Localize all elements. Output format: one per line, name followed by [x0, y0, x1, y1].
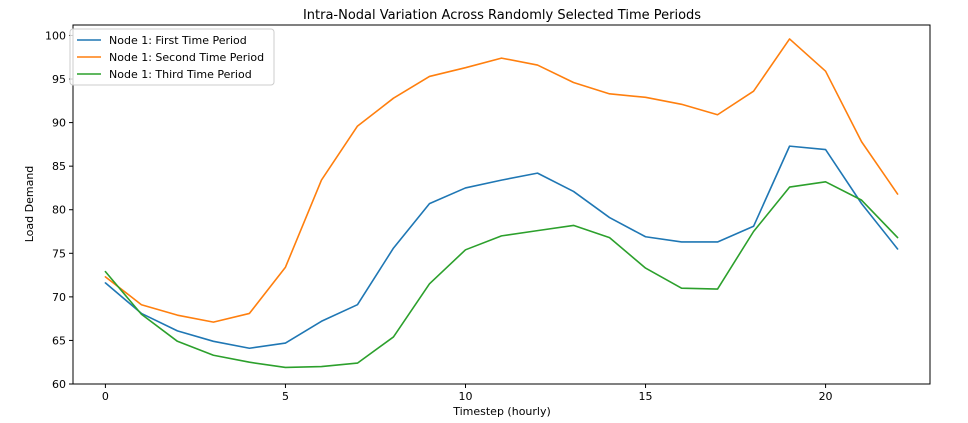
x-axis: 0 5 10 15 20 — [102, 384, 833, 403]
legend-label-1: Node 1: First Time Period — [109, 34, 247, 47]
series-line-1 — [104, 145, 899, 350]
legend-label-3: Node 1: Third Time Period — [109, 68, 252, 81]
x-tick-label: 10 — [458, 390, 472, 403]
y-tick-label: 95 — [52, 73, 66, 86]
x-tick-label: 15 — [639, 390, 653, 403]
plot-frame — [72, 24, 931, 385]
y-tick-label: 65 — [52, 334, 66, 347]
series-line-3 — [104, 181, 899, 369]
y-tick-label: 60 — [52, 378, 66, 391]
series-layer — [104, 38, 899, 369]
legend-items: Node 1: First Time Period Node 1: Second … — [77, 34, 264, 81]
series-line-2 — [104, 38, 899, 323]
y-axis-label: Load Demand — [23, 166, 36, 243]
x-axis-label: Timestep (hourly) — [452, 405, 551, 418]
y-tick-label: 80 — [52, 204, 66, 217]
y-tick-label: 75 — [52, 247, 66, 260]
x-tick-label: 0 — [102, 390, 109, 403]
x-tick-label: 5 — [282, 390, 289, 403]
legend-frame — [69, 28, 275, 86]
legend-label-2: Node 1: Second Time Period — [109, 51, 264, 64]
y-tick-label: 70 — [52, 291, 66, 304]
y-tick-label: 90 — [52, 117, 66, 130]
x-tick-label: 20 — [819, 390, 833, 403]
legend: Node 1: First Time Period Node 1: Second … — [69, 28, 275, 86]
y-axis: 60 65 70 75 80 85 90 95 100 — [45, 29, 73, 391]
chart-title: Intra-Nodal Variation Across Randomly Se… — [303, 8, 701, 23]
y-tick-label: 85 — [52, 160, 66, 173]
y-tick-label: 100 — [45, 29, 66, 42]
